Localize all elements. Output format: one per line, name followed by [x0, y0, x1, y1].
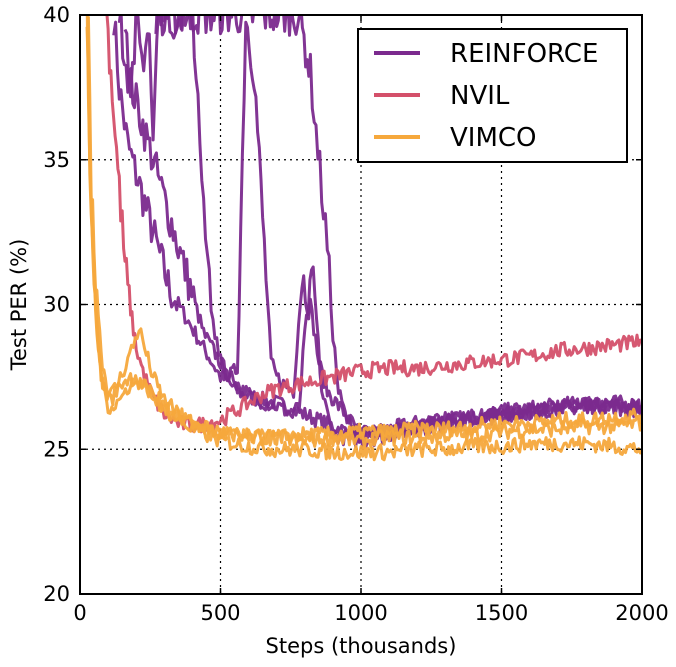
legend-label-nvil: NVIL	[450, 81, 510, 111]
x-tick-label-0: 0	[73, 601, 86, 625]
legend-label-reinforce: REINFORCE	[450, 39, 598, 69]
x-tick-label-3: 1500	[475, 601, 528, 625]
y-tick-label-1: 25	[43, 437, 70, 461]
series-layer	[85, 15, 642, 462]
x-tick-label-2: 1000	[334, 601, 387, 625]
x-tick-label-1: 500	[200, 601, 240, 625]
y-tick-label-0: 20	[43, 582, 70, 606]
series-vimco-run-2	[86, 16, 642, 447]
y-tick-label-4: 40	[43, 3, 70, 27]
y-tick-label-2: 30	[43, 293, 70, 317]
y-tick-label-3: 35	[43, 148, 70, 172]
y-axis-title: Test PER (%)	[7, 239, 31, 372]
axis-ticks: 0 500 1000 1500 2000 20 25 30 35 40	[43, 3, 668, 625]
x-tick-label-4: 2000	[615, 601, 668, 625]
legend: REINFORCE NVIL VIMCO	[357, 28, 628, 163]
x-axis-title: Steps (thousands)	[266, 634, 457, 658]
legend-label-vimco: VIMCO	[450, 123, 537, 153]
